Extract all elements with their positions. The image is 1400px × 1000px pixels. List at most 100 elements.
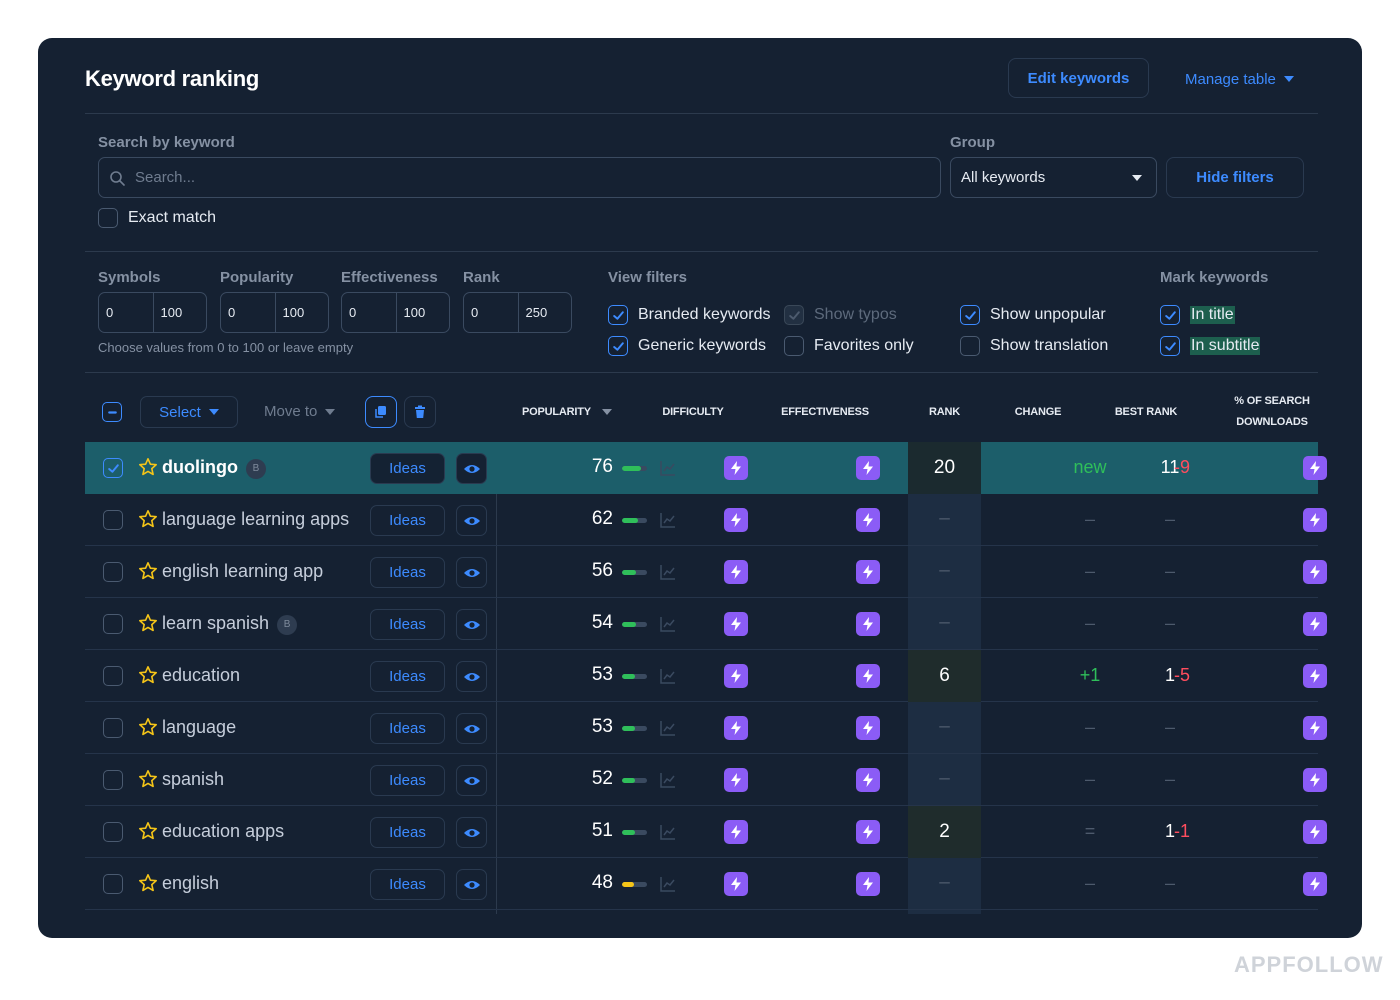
popularity-range[interactable]: 0 100 [220, 292, 329, 333]
trend-icon[interactable] [660, 876, 676, 892]
select-all-checkbox[interactable] [102, 402, 122, 422]
column-best-rank[interactable]: BEST RANK [1114, 406, 1178, 418]
star-icon[interactable] [138, 717, 158, 737]
column-change[interactable]: CHANGE [1014, 406, 1062, 418]
exact-match-checkbox[interactable] [98, 208, 118, 228]
search-downloads-cell[interactable] [1303, 560, 1327, 584]
column-popularity[interactable]: POPULARITY [522, 402, 612, 423]
ideas-button[interactable]: Ideas [370, 453, 445, 484]
table-row[interactable]: learn spanish B Ideas 54 – – – [85, 598, 1327, 650]
trend-icon[interactable] [660, 720, 676, 736]
row-checkbox[interactable] [103, 614, 123, 634]
rank-range[interactable]: 0 250 [463, 292, 572, 333]
symbols-max-input[interactable]: 100 [152, 293, 207, 332]
eye-button[interactable] [456, 505, 487, 536]
table-row[interactable]: education apps Ideas 51 2 = 1 -1 [85, 806, 1327, 858]
difficulty-cell[interactable] [724, 820, 748, 844]
show-translation-checkbox[interactable] [960, 336, 980, 356]
difficulty-cell[interactable] [724, 664, 748, 688]
generic-keywords-checkbox[interactable] [608, 336, 628, 356]
rank-max-input[interactable]: 250 [517, 293, 572, 332]
effectiveness-cell[interactable] [856, 716, 880, 740]
star-icon[interactable] [138, 613, 158, 633]
star-icon[interactable] [138, 769, 158, 789]
search-downloads-cell[interactable] [1303, 872, 1327, 896]
column-rank[interactable]: RANK [929, 406, 960, 418]
in-subtitle-option[interactable]: In subtitle [1160, 336, 1261, 356]
eye-button[interactable] [456, 817, 487, 848]
branded-keywords-option[interactable]: Branded keywords [608, 305, 771, 325]
effectiveness-cell[interactable] [856, 664, 880, 688]
rank-min-input[interactable]: 0 [471, 305, 479, 320]
difficulty-cell[interactable] [724, 716, 748, 740]
effectiveness-cell[interactable] [856, 508, 880, 532]
difficulty-cell[interactable] [724, 560, 748, 584]
effectiveness-cell[interactable] [856, 768, 880, 792]
star-icon[interactable] [138, 561, 158, 581]
table-row[interactable]: language learning apps Ideas 62 – – – [85, 494, 1327, 546]
ideas-button[interactable]: Ideas [370, 661, 445, 692]
copy-button[interactable] [365, 396, 397, 428]
ideas-button[interactable]: Ideas [370, 609, 445, 640]
ideas-button[interactable]: Ideas [370, 869, 445, 900]
trend-icon[interactable] [660, 564, 676, 580]
show-typos-checkbox[interactable] [784, 305, 804, 325]
ideas-button[interactable]: Ideas [370, 817, 445, 848]
difficulty-cell[interactable] [724, 612, 748, 636]
generic-keywords-option[interactable]: Generic keywords [608, 336, 766, 356]
search-downloads-cell[interactable] [1303, 508, 1327, 532]
favorites-only-option[interactable]: Favorites only [784, 336, 914, 356]
difficulty-cell[interactable] [724, 508, 748, 532]
effectiveness-cell[interactable] [856, 560, 880, 584]
branded-keywords-checkbox[interactable] [608, 305, 628, 325]
search-downloads-cell[interactable] [1303, 768, 1327, 792]
trend-icon[interactable] [660, 772, 676, 788]
select-dropdown[interactable]: Select [140, 396, 238, 428]
eye-button[interactable] [456, 453, 487, 484]
show-translation-option[interactable]: Show translation [960, 336, 1108, 356]
show-typos-option[interactable]: Show typos [784, 305, 897, 325]
row-checkbox[interactable] [103, 458, 123, 478]
trend-icon[interactable] [660, 668, 676, 684]
show-unpopular-checkbox[interactable] [960, 305, 980, 325]
exact-match-option[interactable]: Exact match [98, 208, 216, 228]
effectiveness-range[interactable]: 0 100 [341, 292, 450, 333]
in-title-option[interactable]: In title [1160, 305, 1235, 325]
group-select[interactable]: All keywords [950, 157, 1157, 198]
row-checkbox[interactable] [103, 666, 123, 686]
ideas-button[interactable]: Ideas [370, 765, 445, 796]
difficulty-cell[interactable] [724, 768, 748, 792]
search-downloads-cell[interactable] [1303, 820, 1327, 844]
search-field[interactable] [98, 157, 941, 198]
row-checkbox[interactable] [103, 718, 123, 738]
star-icon[interactable] [138, 509, 158, 529]
effectiveness-cell[interactable] [856, 612, 880, 636]
star-icon[interactable] [138, 665, 158, 685]
show-unpopular-option[interactable]: Show unpopular [960, 305, 1106, 325]
search-input[interactable] [135, 169, 895, 186]
manage-table-dropdown[interactable]: Manage table [1185, 68, 1294, 90]
star-icon[interactable] [138, 457, 158, 477]
table-row[interactable]: education Ideas 53 6 +1 1 -5 [85, 650, 1327, 702]
column-difficulty[interactable]: DIFFICULTY [662, 406, 724, 418]
effectiveness-cell[interactable] [856, 456, 880, 480]
eye-button[interactable] [456, 557, 487, 588]
column-search-downloads[interactable]: % OF SEARCH DOWNLOADS [1222, 391, 1322, 433]
trend-icon[interactable] [660, 824, 676, 840]
trend-icon[interactable] [660, 512, 676, 528]
search-downloads-cell[interactable] [1303, 612, 1327, 636]
in-subtitle-checkbox[interactable] [1160, 336, 1180, 356]
table-row[interactable]: spanish Ideas 52 – – – [85, 754, 1327, 806]
hide-filters-button[interactable]: Hide filters [1166, 157, 1304, 198]
ideas-button[interactable]: Ideas [370, 557, 445, 588]
move-to-dropdown[interactable]: Move to [264, 403, 336, 420]
symbols-min-input[interactable]: 0 [106, 305, 114, 320]
eye-button[interactable] [456, 661, 487, 692]
popularity-max-input[interactable]: 100 [274, 293, 329, 332]
row-checkbox[interactable] [103, 822, 123, 842]
eye-button[interactable] [456, 765, 487, 796]
symbols-range[interactable]: 0 100 [98, 292, 207, 333]
table-row[interactable]: english Ideas 48 – – – [85, 858, 1327, 910]
ideas-button[interactable]: Ideas [370, 505, 445, 536]
edit-keywords-button[interactable]: Edit keywords [1008, 58, 1149, 98]
